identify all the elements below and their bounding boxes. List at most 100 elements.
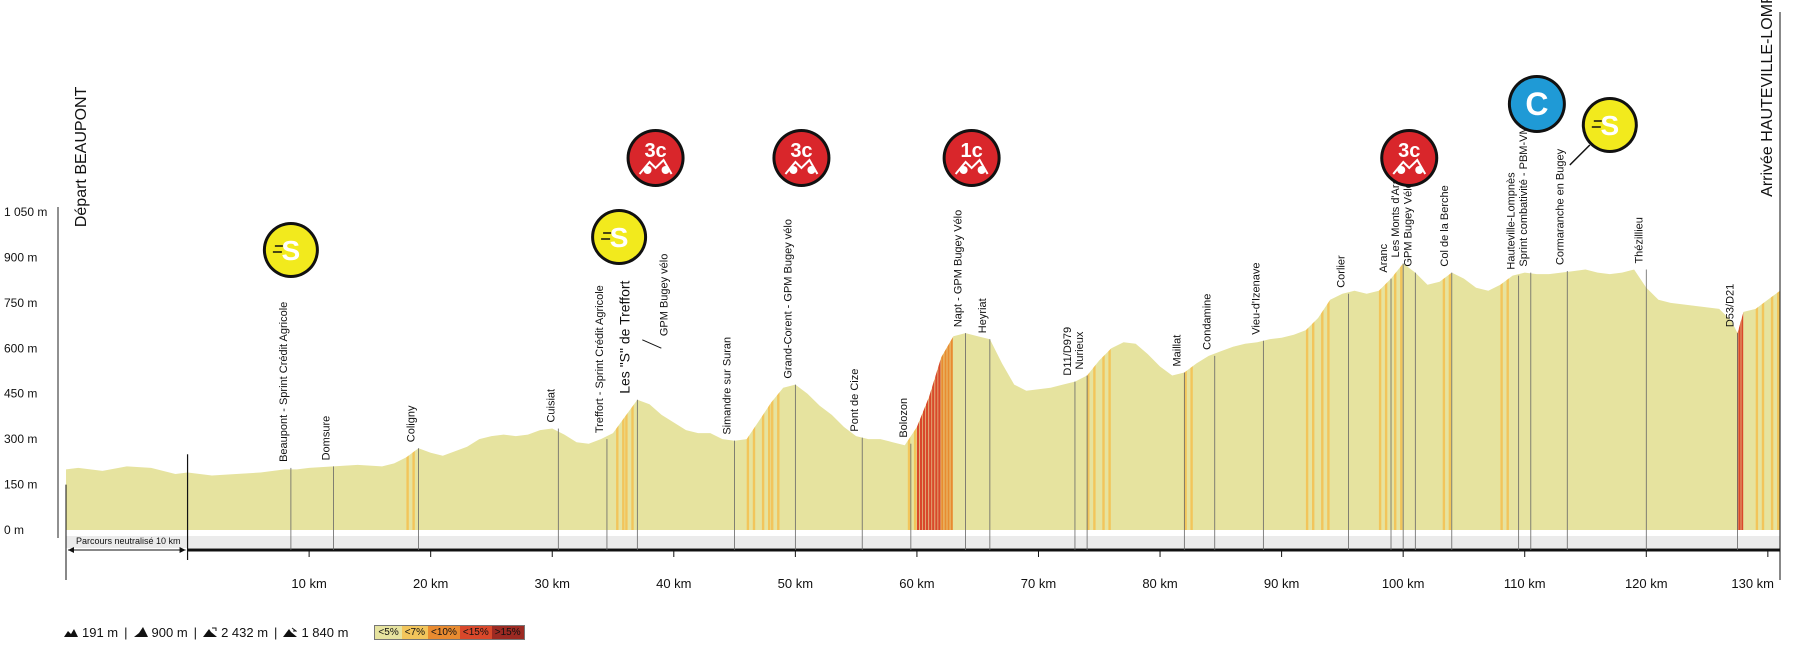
gradient-band xyxy=(406,263,409,530)
gradient-band xyxy=(768,263,771,530)
gradient-band xyxy=(950,263,953,530)
x-tick-label: 60 km xyxy=(899,576,934,591)
rider-icon xyxy=(1415,166,1424,174)
waypoint-label: Corlier xyxy=(1335,255,1347,288)
waypoint-label: Col de la Berche xyxy=(1439,185,1451,266)
total-climb-value: 2 432 m xyxy=(221,624,269,640)
y-tick-label: 1 050 m xyxy=(4,205,47,219)
gradient-band xyxy=(1737,263,1739,530)
sprint-badge: S xyxy=(262,222,319,278)
climb-badge: 3c xyxy=(626,129,685,187)
gradient-band xyxy=(1394,263,1397,530)
badge-leader xyxy=(1569,144,1591,166)
gradient-band xyxy=(1102,263,1105,530)
waypoint-label: Cuisiat xyxy=(545,389,557,423)
gradient-band xyxy=(1378,263,1382,530)
sprint-badge: S xyxy=(591,209,648,265)
waypoint-label: Napt - GPM Bugey Vélo xyxy=(953,210,965,327)
y-tick-label: 150 m xyxy=(4,478,37,492)
x-tick-label: 120 km xyxy=(1625,576,1668,591)
rider-icon xyxy=(807,166,816,174)
x-tick-label: 90 km xyxy=(1264,576,1299,591)
y-tick-label: 0 m xyxy=(4,523,24,537)
x-tick-label: 30 km xyxy=(535,576,570,591)
min-altitude-value: 191 m xyxy=(82,624,119,640)
mountain-icon xyxy=(784,158,819,175)
gradient-band xyxy=(1740,263,1742,530)
gradient-band xyxy=(1384,263,1388,530)
waypoint-label: Sprint combativité - PBM-VMG xyxy=(1518,117,1530,267)
badge-fill xyxy=(594,212,645,262)
y-tick-label: 900 m xyxy=(4,250,37,264)
legend-item: <5% xyxy=(375,625,402,639)
sprint-badge: S xyxy=(1581,97,1638,153)
max-altitude-value: 900 m xyxy=(151,624,188,640)
legend-item: <7% xyxy=(401,625,429,639)
waypoint-label: Vieu-d'Izenave xyxy=(1250,262,1262,334)
waypoint-label: Pont de Cize xyxy=(849,369,861,432)
ascent-icon xyxy=(203,627,218,637)
legend-item: <10% xyxy=(428,625,460,639)
waypoint-label: Cormaranche en Bugey xyxy=(1554,148,1566,265)
rider-icon xyxy=(977,166,986,174)
gradient-band xyxy=(412,263,415,530)
finish-label: Arrivée HAUTEVILLE-LOMPNES xyxy=(1759,0,1776,197)
rider-icon xyxy=(661,166,670,174)
gradient-band xyxy=(746,263,750,530)
mountain-high-icon xyxy=(133,627,148,637)
mountain-icon xyxy=(954,158,989,175)
gradient-band xyxy=(1777,263,1780,530)
x-tick-label: 50 km xyxy=(778,576,813,591)
badge-fill xyxy=(1510,78,1563,130)
waypoint-label: Les Monts d'Aranc xyxy=(1390,166,1402,257)
rider-icon xyxy=(959,166,968,174)
gradient-band xyxy=(913,263,917,530)
gradient-band xyxy=(1442,263,1446,530)
start-label: Départ BEAUPONT xyxy=(73,86,90,227)
waypoint-label: D11/D979 xyxy=(1062,327,1074,376)
waypoint-label: Coligny xyxy=(406,405,418,442)
x-axis: 10 km 20 km 30 km 40 km 50 km 60 km 70 km 80 km… xyxy=(65,12,1781,591)
rider-icon xyxy=(1397,166,1406,174)
y-tick-label: 450 m xyxy=(4,387,37,401)
waypoint-label: Beaupont - Sprint Crédit Agricole xyxy=(278,302,290,462)
waypoint-label: Grand-Corent - GPM Bugey vélo xyxy=(782,219,794,379)
waypoint-label: Domsure xyxy=(320,416,332,461)
descent-icon xyxy=(283,627,298,637)
profile-area xyxy=(66,263,1780,530)
gradient-band xyxy=(938,263,941,530)
legend-item: <15% xyxy=(459,625,492,639)
waypoint-label: Heyriat xyxy=(977,298,989,333)
gradient-band xyxy=(1184,263,1187,530)
badge-label: 3c xyxy=(1398,140,1420,162)
gradient-band xyxy=(1739,263,1741,530)
gradient-band xyxy=(1093,263,1096,530)
badge-label: S xyxy=(610,222,629,253)
total-descent-value: 1 840 m xyxy=(301,624,349,640)
mountain-icon xyxy=(638,158,673,175)
gradient-band xyxy=(1742,263,1744,530)
gradient-band xyxy=(1305,263,1309,530)
y-axis: 0 m 150 m 300 m 450 m 600 m 750 m 900 m 1 050 m xyxy=(4,205,59,538)
climb-badge: 3c xyxy=(1380,129,1439,187)
badge-fill xyxy=(265,225,316,275)
gradient-band xyxy=(944,263,947,530)
combativity-badge: C xyxy=(1507,75,1566,133)
waypoint-label: Hauteville-Lompnès xyxy=(1506,172,1518,270)
gradient-band xyxy=(916,263,920,530)
waypoint-label: Les "S" de Treffort xyxy=(616,280,632,393)
mountain-icon xyxy=(1392,158,1427,175)
x-tick-label: 40 km xyxy=(656,576,691,591)
y-tick-label: 300 m xyxy=(4,432,37,446)
gradient-band xyxy=(929,263,932,530)
gradient-band xyxy=(771,263,774,530)
timeline-band xyxy=(66,536,1780,548)
gradient-band xyxy=(1400,263,1403,530)
badge-label: 3c xyxy=(644,140,666,162)
waypoint-label: Nurieux xyxy=(1074,331,1086,369)
x-tick-label: 80 km xyxy=(1142,576,1177,591)
gradient-band xyxy=(923,263,926,530)
separator: | xyxy=(193,624,198,640)
neutral-arrowhead-right xyxy=(179,547,186,553)
gradient-band xyxy=(932,263,935,530)
